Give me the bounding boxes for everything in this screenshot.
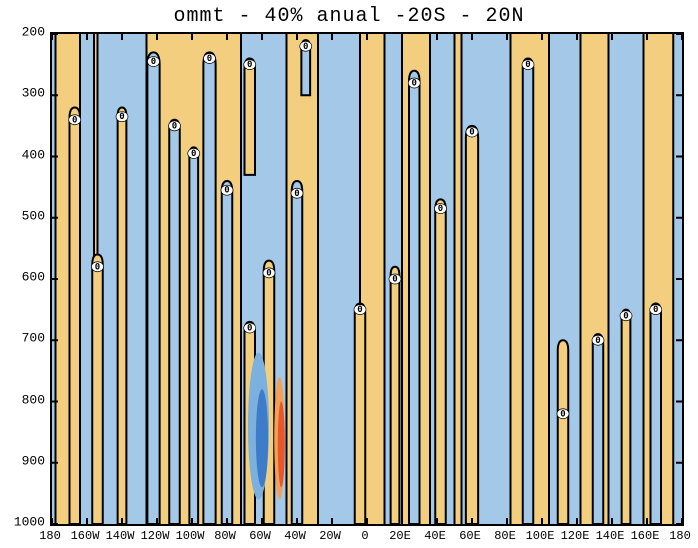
svg-text:0: 0 [151, 57, 156, 67]
svg-text:0: 0 [207, 54, 212, 64]
svg-text:0: 0 [224, 186, 229, 196]
y-tick-label: 500 [10, 208, 45, 223]
svg-text:0: 0 [469, 128, 474, 138]
x-tick-label: 100W [176, 529, 205, 543]
svg-text:0: 0 [357, 305, 362, 315]
chart-container: ommt - 40% anual -20S - 20N 000000000000… [0, 0, 698, 548]
svg-text:0: 0 [247, 324, 252, 334]
x-tick-label: 160E [631, 529, 660, 543]
x-tick-label: 60W [249, 529, 271, 543]
plot-area: 0 0 0 0 0 0 0 0 0 0 0 0 0 0 0 0 0 0 0 0 0 0 0 [50, 32, 684, 526]
x-tick-label: 40E [424, 529, 446, 543]
svg-text:0: 0 [595, 336, 600, 346]
x-tick-label: 80E [494, 529, 516, 543]
svg-text:0: 0 [412, 79, 417, 89]
svg-text:0: 0 [72, 115, 77, 125]
svg-text:0: 0 [266, 268, 271, 278]
svg-text:0: 0 [438, 204, 443, 214]
x-tick-label: 60E [459, 529, 481, 543]
plot-svg: 0 0 0 0 0 0 0 0 0 0 0 0 0 0 0 0 0 0 0 0 0 0 0 [52, 34, 682, 524]
y-tick-label: 200 [10, 25, 45, 40]
x-tick-label: 100E [526, 529, 555, 543]
svg-text:0: 0 [294, 189, 299, 199]
x-tick-label: 40W [284, 529, 306, 543]
x-tick-label: 120E [561, 529, 590, 543]
y-tick-label: 1000 [10, 515, 45, 530]
y-tick-label: 400 [10, 147, 45, 162]
y-tick-label: 300 [10, 86, 45, 101]
x-tick-label: 120W [141, 529, 170, 543]
x-tick-label: 80W [214, 529, 236, 543]
svg-text:0: 0 [172, 121, 177, 131]
svg-text:0: 0 [95, 262, 100, 272]
y-tick-label: 900 [10, 453, 45, 468]
svg-text:0: 0 [247, 60, 252, 70]
x-tick-label: 20W [319, 529, 341, 543]
svg-text:0: 0 [191, 149, 196, 159]
svg-text:0: 0 [119, 112, 124, 122]
svg-text:0: 0 [653, 305, 658, 315]
x-tick-label: 180 [39, 529, 61, 543]
svg-text:0: 0 [525, 60, 530, 70]
x-tick-label: 0 [361, 529, 368, 543]
svg-text:0: 0 [303, 42, 308, 52]
x-tick-label: 180 [669, 529, 691, 543]
x-tick-label: 140W [106, 529, 135, 543]
y-tick-label: 800 [10, 392, 45, 407]
svg-text:0: 0 [392, 275, 397, 285]
chart-title: ommt - 40% anual -20S - 20N [0, 5, 698, 28]
svg-text:0: 0 [560, 409, 565, 419]
svg-text:0: 0 [623, 311, 628, 321]
x-tick-label: 160W [71, 529, 100, 543]
x-tick-label: 20E [389, 529, 411, 543]
x-tick-label: 140E [596, 529, 625, 543]
y-tick-label: 600 [10, 270, 45, 285]
y-tick-label: 700 [10, 331, 45, 346]
